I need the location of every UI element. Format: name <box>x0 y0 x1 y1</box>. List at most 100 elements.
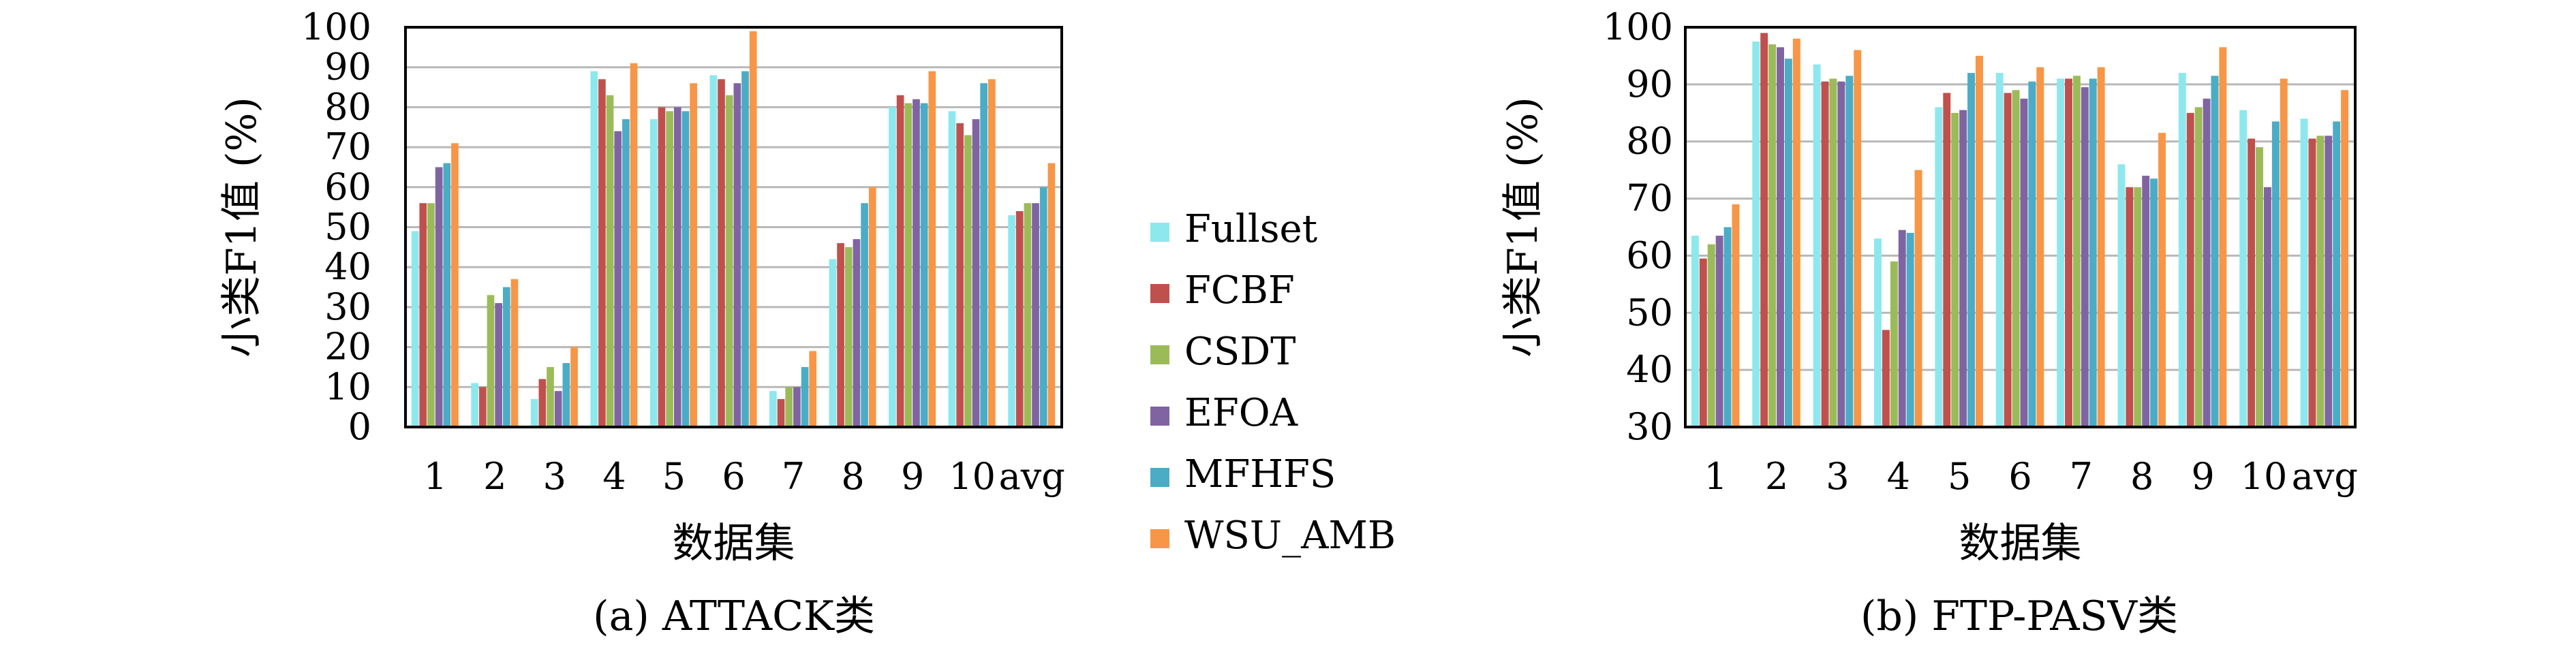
bar <box>889 107 896 427</box>
bar <box>1784 59 1792 428</box>
bar <box>2219 47 2227 428</box>
bar <box>972 119 980 427</box>
x-tick-label: 1 <box>1704 455 1728 498</box>
x-tick-label: 10 <box>2241 455 2288 498</box>
legend-label: MFHFS <box>1184 452 1336 496</box>
bar <box>435 167 443 427</box>
x-tick-label: 9 <box>2191 455 2214 498</box>
bar <box>1995 73 2004 428</box>
bar <box>2028 81 2036 427</box>
y-tick-label: 80 <box>1626 120 1673 163</box>
bar <box>980 83 988 428</box>
bar <box>2316 136 2325 427</box>
bar <box>1768 44 1777 427</box>
series-wsu-amb <box>1732 38 2349 428</box>
bar <box>2036 67 2044 427</box>
bar <box>2186 112 2194 428</box>
bar <box>2341 90 2349 428</box>
bar <box>1943 93 1951 427</box>
y-tick-label: 70 <box>1626 177 1673 220</box>
bar <box>2263 187 2271 427</box>
bar <box>1699 258 1707 427</box>
bar <box>2012 90 2020 428</box>
bar <box>1837 81 1845 427</box>
bar <box>1777 47 1784 428</box>
bar <box>2248 138 2256 427</box>
x-axis-title: 数据集 <box>1959 520 2082 567</box>
bar <box>928 71 936 427</box>
bar <box>2065 78 2072 427</box>
bar <box>495 303 502 427</box>
bar <box>964 135 972 428</box>
series-efoa <box>435 83 1039 428</box>
bar <box>547 366 554 427</box>
x-tick-label: 8 <box>841 455 864 498</box>
bar <box>554 391 562 427</box>
bar <box>2178 73 2186 428</box>
bar <box>2158 133 2166 427</box>
bar <box>853 239 861 427</box>
bar <box>2280 78 2288 427</box>
legend: Fullset FCBF CSDT EFOA MFHFS WSU_AMB <box>1150 207 1396 558</box>
bar <box>741 71 749 427</box>
bar <box>785 387 793 427</box>
y-tick-label: 60 <box>1626 234 1673 277</box>
bar <box>1975 55 1983 428</box>
bar <box>630 63 638 427</box>
bar <box>502 287 510 427</box>
bar <box>2256 147 2263 427</box>
bar <box>427 203 435 427</box>
bar <box>2203 98 2211 427</box>
bar <box>510 279 519 427</box>
bar <box>1845 76 1854 427</box>
bar <box>598 79 606 427</box>
bar <box>733 83 741 428</box>
legend-swatch <box>1150 345 1169 364</box>
bar <box>666 111 673 427</box>
x-tick-label: avg <box>2292 455 2358 498</box>
legend-item: EFOA <box>1150 391 1298 435</box>
series-fcbf <box>1699 33 2316 428</box>
bar <box>606 95 614 428</box>
bar <box>562 363 570 427</box>
series-csdt <box>1707 44 2325 428</box>
bar <box>570 347 578 427</box>
bar <box>681 111 690 427</box>
bar <box>1760 33 1768 427</box>
bar <box>2239 110 2248 427</box>
bar <box>1015 211 1024 427</box>
bar <box>1874 238 1882 427</box>
bar <box>2089 78 2097 427</box>
bar <box>471 383 478 427</box>
bar <box>649 119 658 427</box>
bar <box>2004 93 2012 427</box>
series-wsu-amb <box>451 31 1056 428</box>
bar <box>1732 204 1740 427</box>
y-tick-label: 20 <box>324 326 371 368</box>
x-tick-label: 3 <box>1826 455 1849 498</box>
x-tick-label: 8 <box>2130 455 2153 498</box>
bar <box>1829 78 1837 427</box>
plot-frame <box>1684 26 2357 428</box>
y-tick-label: 60 <box>324 165 371 208</box>
bar <box>411 231 419 427</box>
bar <box>2325 136 2333 427</box>
series-efoa <box>1715 47 2333 428</box>
bar <box>793 387 801 427</box>
y-tick-label: 10 <box>324 365 371 408</box>
bar <box>2117 164 2126 427</box>
bar <box>1047 163 1056 427</box>
bar <box>769 391 777 427</box>
legend-item: MFHFS <box>1150 452 1336 496</box>
legend-swatch <box>1150 223 1169 242</box>
y-tick-label: 50 <box>324 206 371 249</box>
legend-swatch <box>1150 407 1169 426</box>
x-tick-label: 5 <box>662 455 686 498</box>
chart-ftp-pasv: 30 40 50 60 70 80 90 100 1 2 3 4 5 6 7 8 9 10 avg 数据集 小类F1值 … <box>1499 5 2358 640</box>
bar <box>920 103 928 427</box>
legend-item: WSU_AMB <box>1150 514 1396 558</box>
x-tick-label: 10 <box>949 455 996 498</box>
bar <box>1959 110 1967 427</box>
y-tick-label: 90 <box>1626 63 1673 106</box>
legend-item: CSDT <box>1150 330 1295 374</box>
